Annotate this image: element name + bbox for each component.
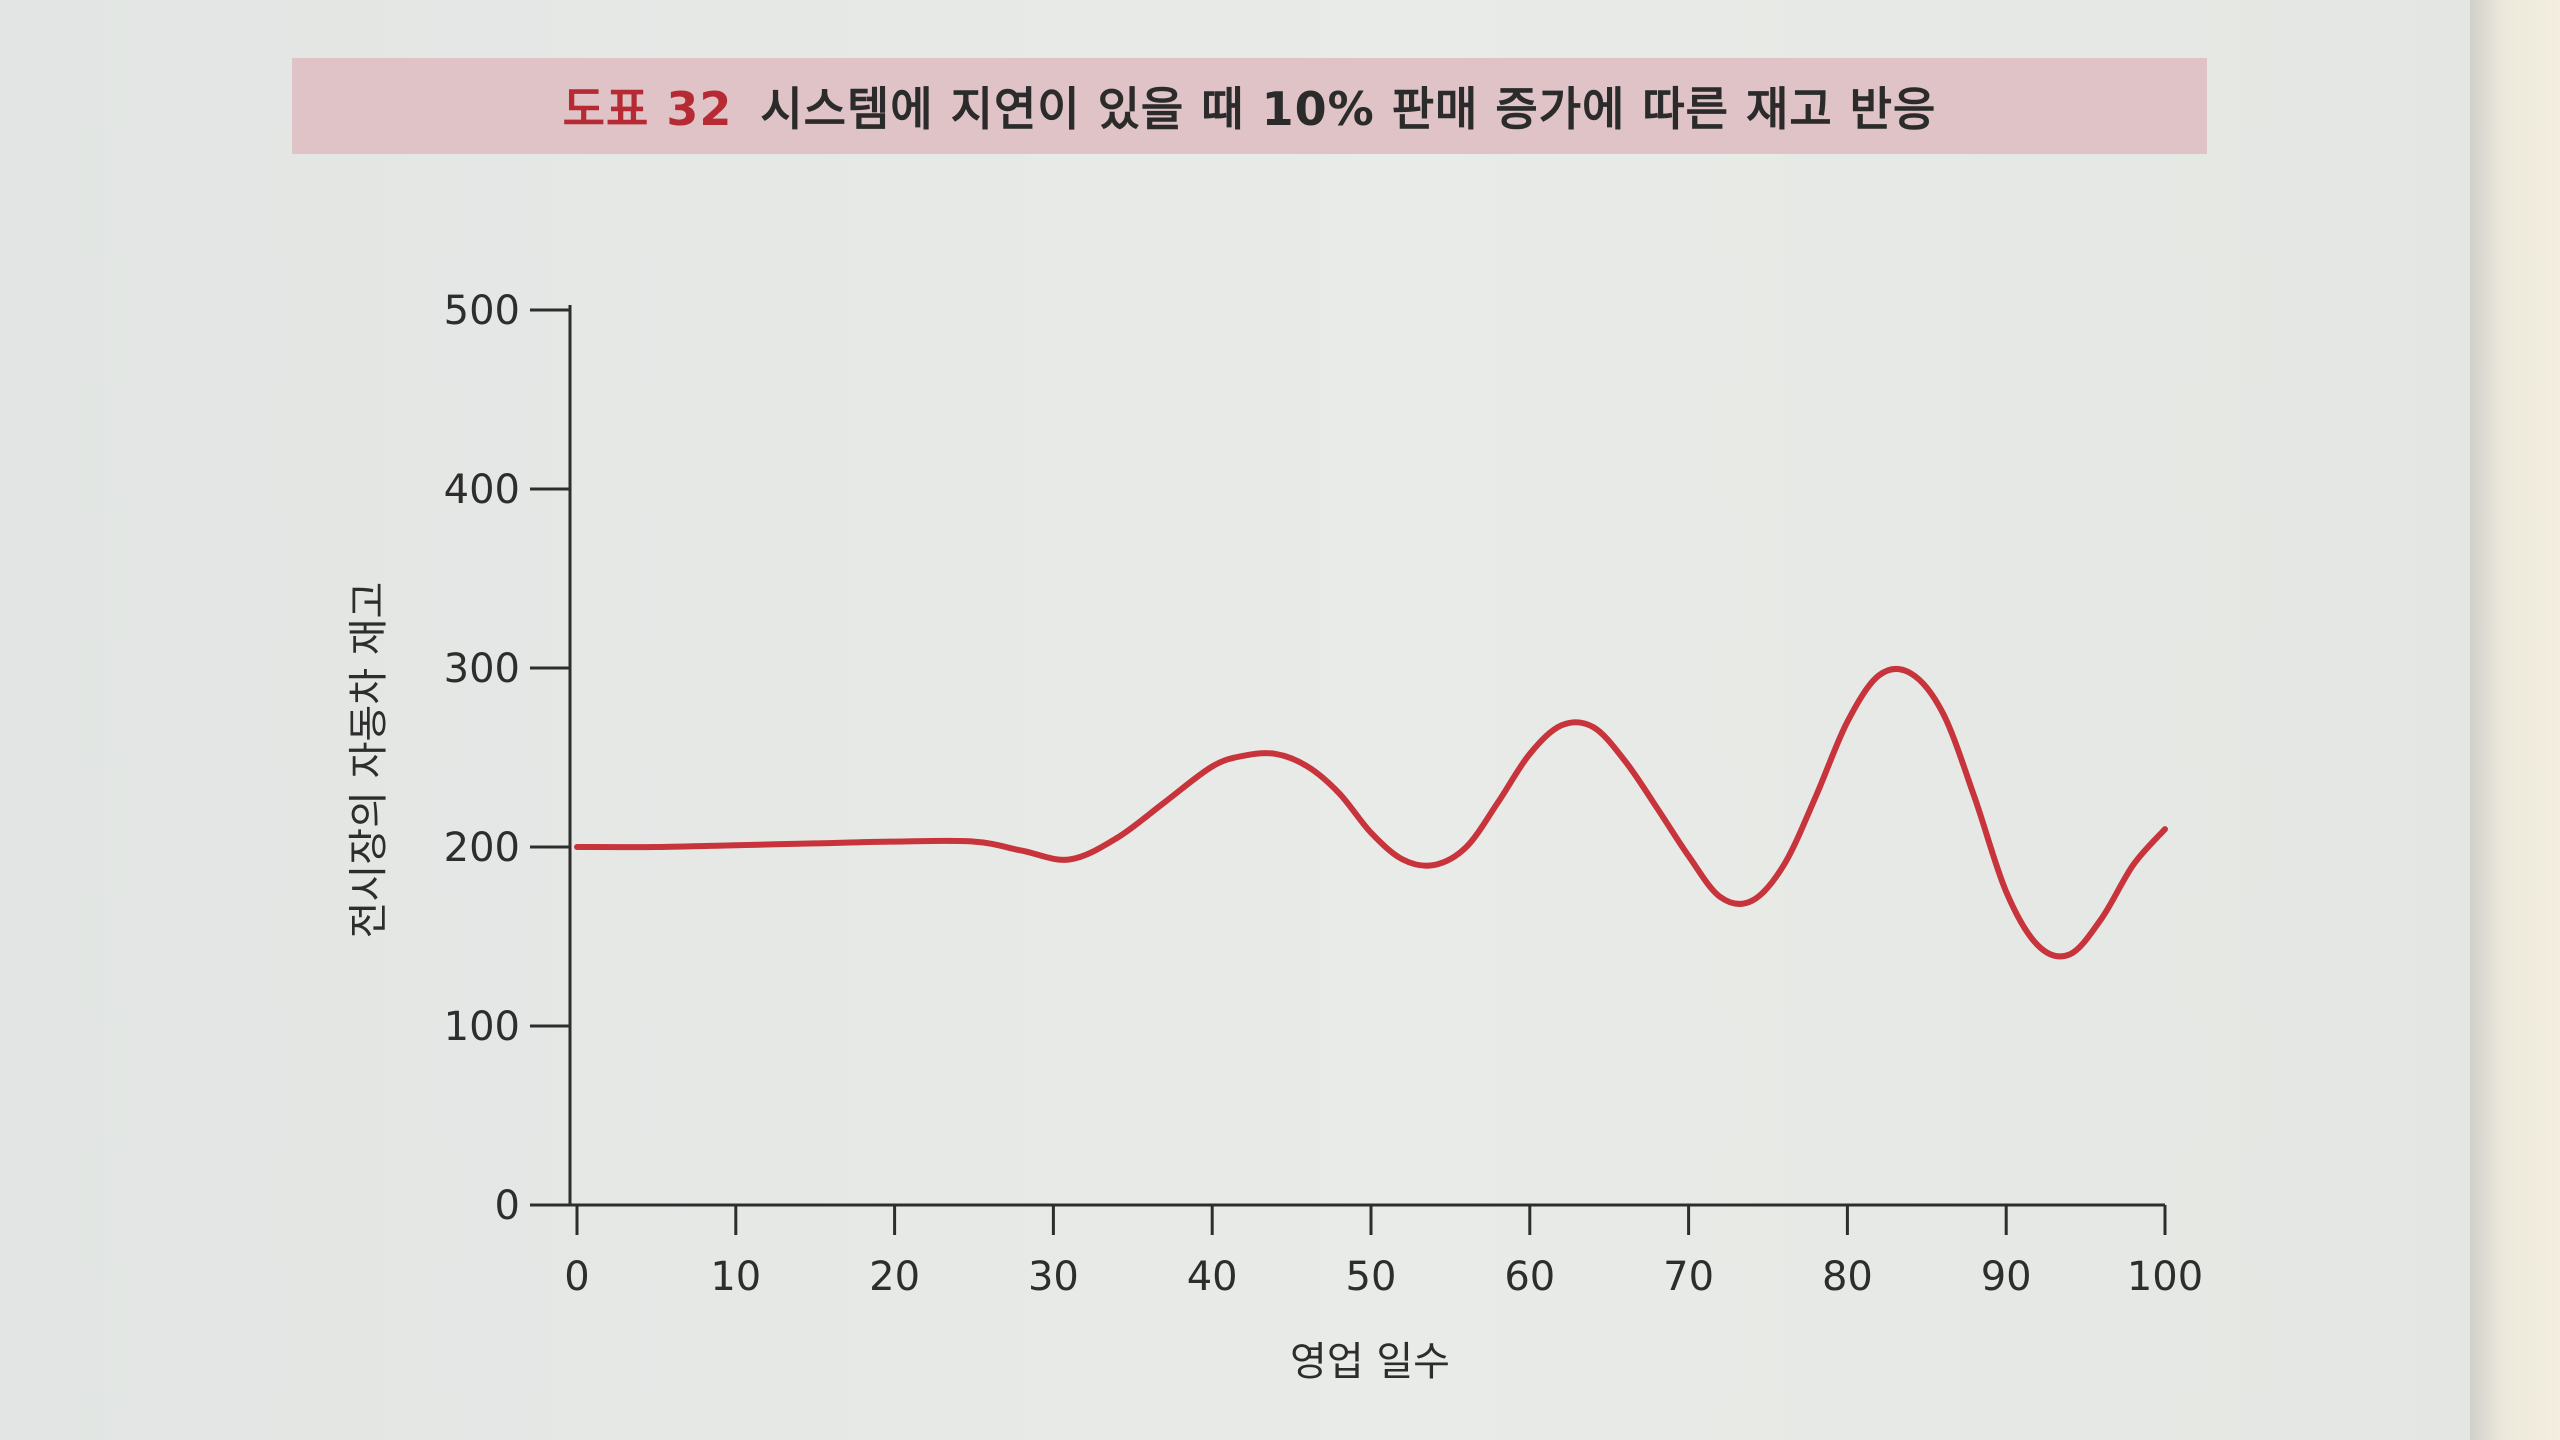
data-point-7 bbox=[1066, 857, 1072, 863]
x-tick-label-10: 100 bbox=[2127, 1254, 2203, 1300]
y-tick-label-0: 0 bbox=[495, 1183, 520, 1229]
x-tick-label-1: 10 bbox=[710, 1254, 761, 1300]
data-point-8 bbox=[1114, 835, 1120, 841]
y-tick-label-2: 200 bbox=[444, 825, 520, 871]
figure-number: 도표 32 bbox=[562, 82, 733, 136]
y-tick-label-3: 300 bbox=[444, 646, 520, 692]
data-point-19 bbox=[1495, 799, 1501, 805]
x-ticks: 0 10 20 30 40 50 60 70 80 90 100 bbox=[564, 1205, 2203, 1300]
data-point-2 bbox=[733, 842, 739, 848]
y-tick-label-5: 500 bbox=[444, 288, 520, 334]
data-point-1 bbox=[653, 844, 659, 850]
x-tick-label-8: 80 bbox=[1822, 1254, 1873, 1300]
data-point-35 bbox=[2003, 889, 2009, 895]
data-point-13 bbox=[1305, 764, 1311, 770]
x-tick-label-2: 20 bbox=[869, 1254, 920, 1300]
data-point-28 bbox=[1781, 862, 1787, 868]
x-tick-label-7: 70 bbox=[1663, 1254, 1714, 1300]
data-point-40 bbox=[2162, 826, 2168, 832]
data-point-12 bbox=[1273, 751, 1279, 757]
x-axis-title: 영업 일수 bbox=[1290, 1339, 1450, 1385]
data-point-23 bbox=[1622, 758, 1628, 764]
data-point-18 bbox=[1463, 844, 1469, 850]
data-point-22 bbox=[1590, 724, 1596, 730]
x-tick-label-9: 90 bbox=[1981, 1254, 2032, 1300]
x-tick-label-0: 0 bbox=[564, 1254, 589, 1300]
x-tick-label-5: 50 bbox=[1346, 1254, 1397, 1300]
data-point-10 bbox=[1209, 764, 1215, 770]
data-point-17 bbox=[1432, 862, 1438, 868]
data-point-32 bbox=[1908, 670, 1914, 676]
x-tick-label-4: 40 bbox=[1187, 1254, 1238, 1300]
y-ticks: 0 100 200 300 400 500 bbox=[444, 288, 570, 1229]
data-point-11 bbox=[1241, 753, 1247, 759]
series-line-0 bbox=[574, 665, 2168, 960]
data-point-33 bbox=[1940, 710, 1946, 716]
data-point-9 bbox=[1162, 799, 1168, 805]
figure-title: 시스템에 지연이 있을 때 10% 판매 증가에 따른 재고 반응 bbox=[760, 82, 1937, 136]
data-point-4 bbox=[892, 839, 898, 845]
data-point-0 bbox=[574, 844, 580, 850]
data-point-3 bbox=[812, 840, 818, 846]
data-point-24 bbox=[1654, 805, 1660, 811]
y-tick-label-1: 100 bbox=[444, 1004, 520, 1050]
data-point-39 bbox=[2130, 862, 2136, 868]
data-point-25 bbox=[1686, 853, 1692, 859]
page-edge bbox=[2470, 0, 2560, 1440]
chart-axes bbox=[568, 305, 2165, 1207]
x-tick-label-6: 60 bbox=[1504, 1254, 1555, 1300]
data-point-29 bbox=[1813, 794, 1819, 800]
data-point-16 bbox=[1400, 857, 1406, 863]
data-point-21 bbox=[1559, 722, 1565, 728]
data-point-31 bbox=[1876, 672, 1882, 678]
data-point-38 bbox=[2099, 916, 2105, 922]
data-point-5 bbox=[971, 839, 977, 845]
data-point-27 bbox=[1749, 898, 1755, 904]
data-point-37 bbox=[2067, 951, 2073, 957]
data-point-6 bbox=[1019, 848, 1025, 854]
data-point-15 bbox=[1368, 830, 1374, 836]
x-tick-label-3: 30 bbox=[1028, 1254, 1079, 1300]
figure-title-bar: 도표 32 시스템에 지연이 있을 때 10% 판매 증가에 따른 재고 반응 bbox=[292, 58, 2207, 154]
data-point-26 bbox=[1717, 894, 1723, 900]
data-point-34 bbox=[1971, 794, 1977, 800]
data-point-14 bbox=[1336, 790, 1342, 796]
y-tick-label-4: 400 bbox=[444, 467, 520, 513]
series-group bbox=[574, 665, 2168, 960]
data-point-20 bbox=[1527, 751, 1533, 757]
y-axis-title: 전시장의 자동차 재고 bbox=[346, 582, 392, 939]
data-point-30 bbox=[1844, 719, 1850, 725]
data-point-36 bbox=[2035, 943, 2041, 949]
